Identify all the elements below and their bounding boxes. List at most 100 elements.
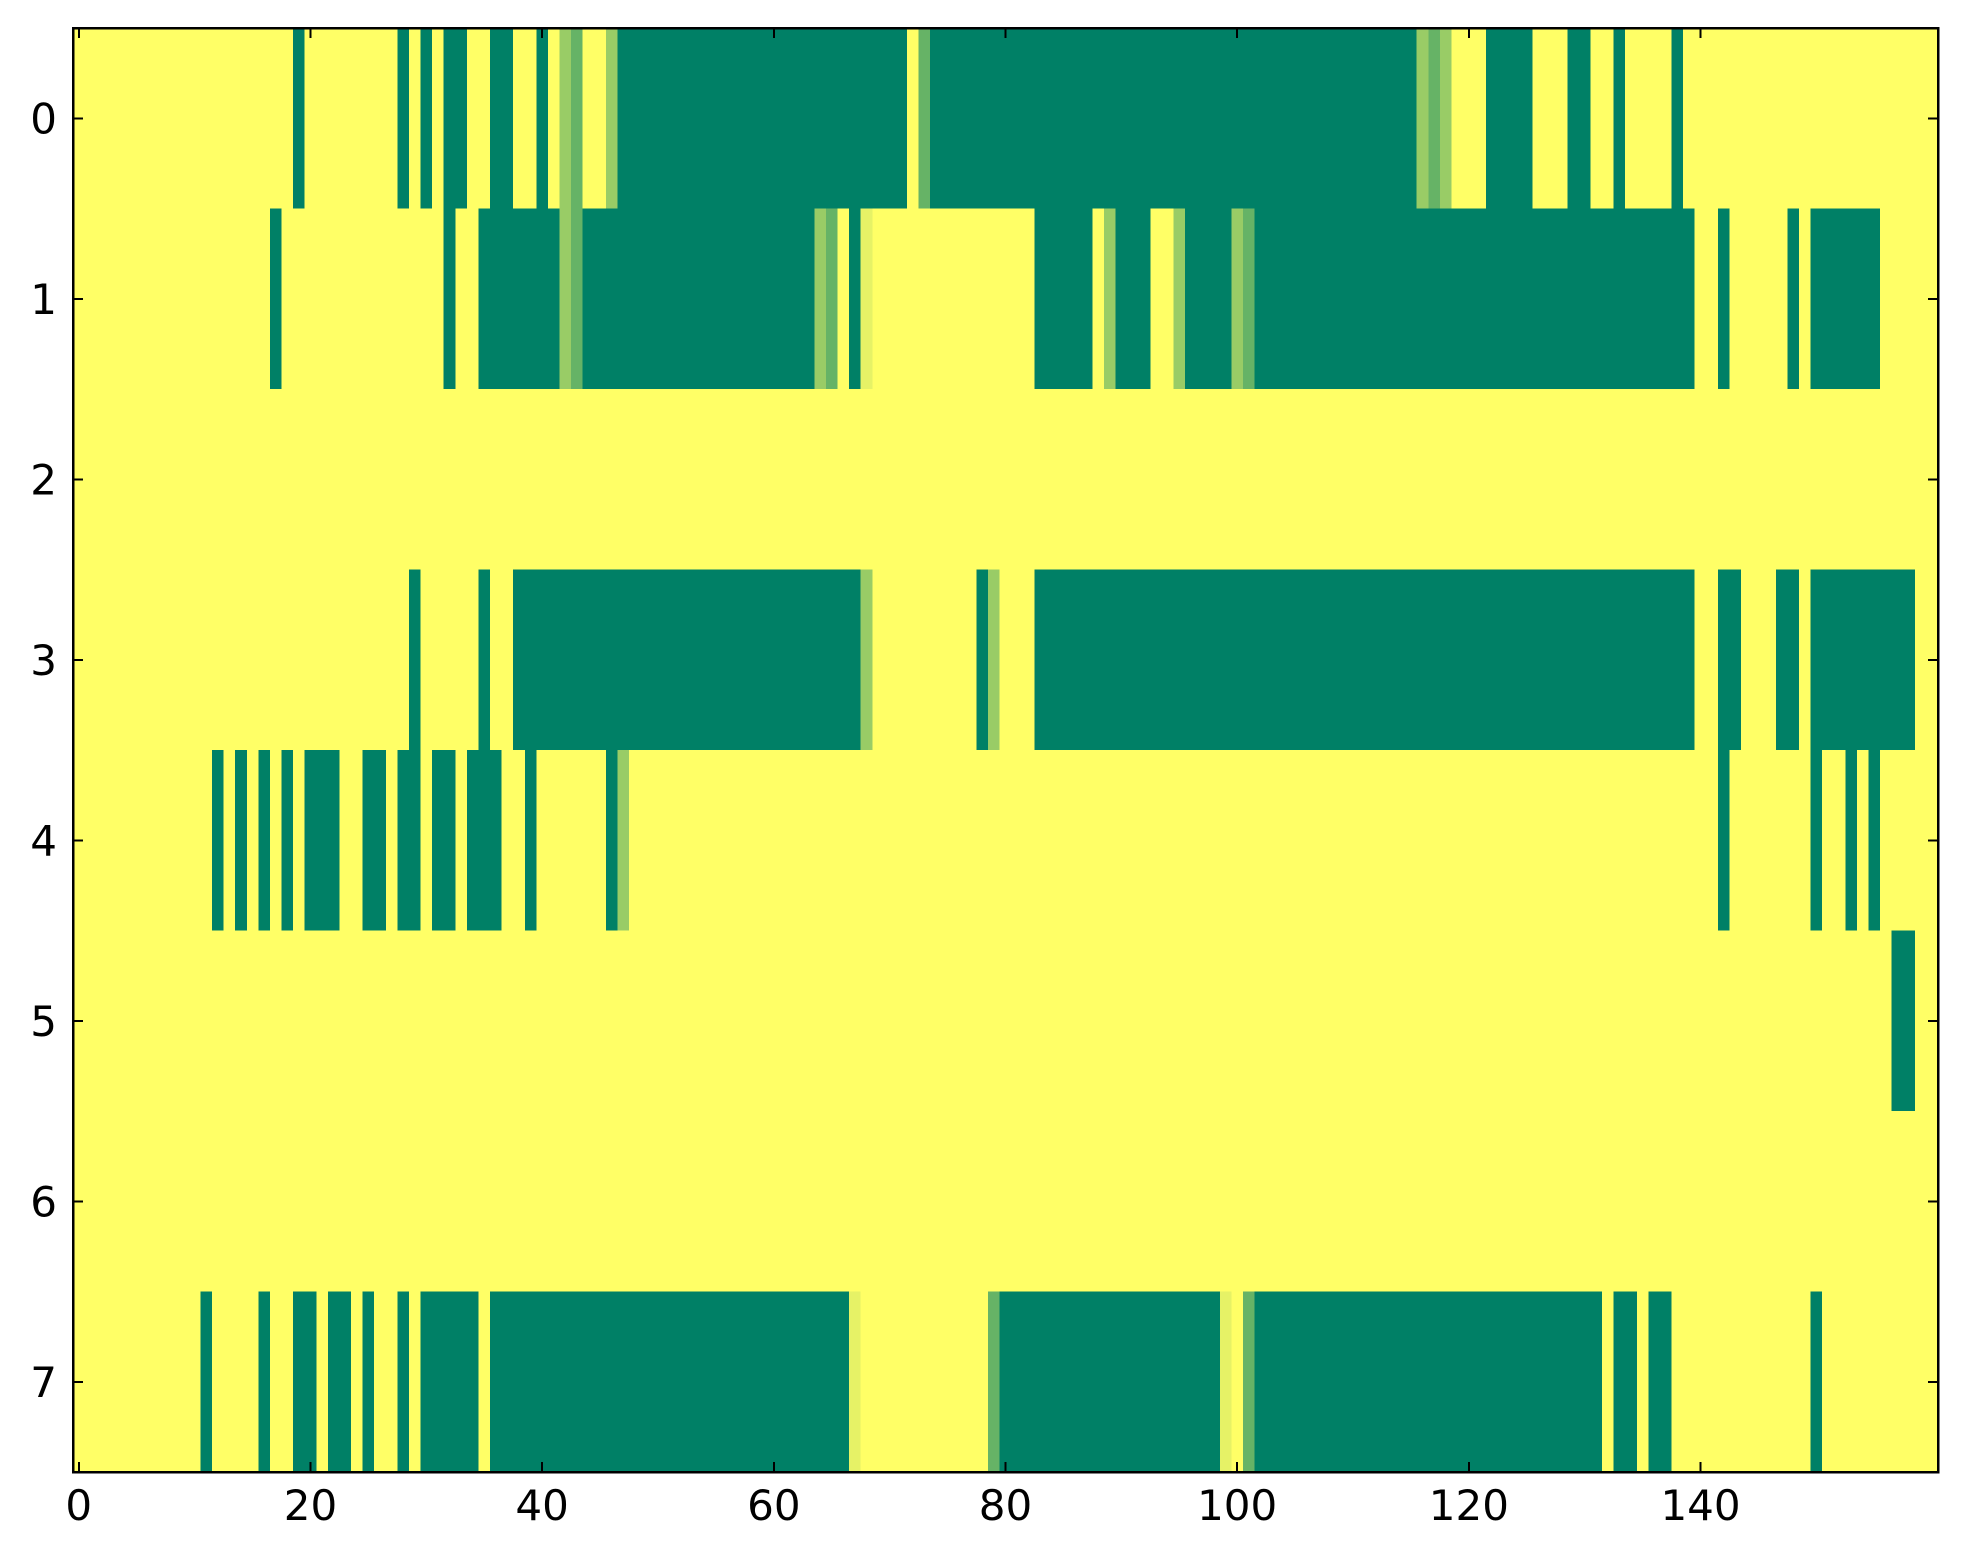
- cell: [316, 1291, 329, 1473]
- cell: [513, 389, 526, 571]
- cell: [1474, 389, 1487, 571]
- cell: [1393, 1291, 1406, 1473]
- cell: [1845, 569, 1858, 751]
- cell: [768, 28, 781, 210]
- cell: [1335, 930, 1348, 1112]
- cell: [605, 208, 619, 390]
- cell: [1822, 569, 1835, 751]
- cell: [1335, 1291, 1348, 1473]
- cell: [1497, 389, 1510, 571]
- cell: [1196, 208, 1209, 390]
- cell: [293, 389, 306, 571]
- cell: [710, 1291, 723, 1473]
- cell: [1347, 28, 1360, 210]
- cell: [721, 930, 734, 1112]
- cell: [1289, 750, 1302, 932]
- cell: [559, 389, 572, 571]
- cell: [652, 28, 665, 210]
- cell: [351, 389, 364, 571]
- cell: [1509, 389, 1522, 571]
- cell: [860, 1111, 873, 1293]
- cell: [1798, 208, 1812, 390]
- cell: [883, 208, 897, 390]
- cell: [941, 569, 954, 751]
- cell: [269, 1111, 283, 1293]
- cell: [165, 930, 178, 1112]
- cell: [408, 1111, 422, 1293]
- cell: [999, 569, 1012, 751]
- cell: [212, 1111, 225, 1293]
- cell: [1011, 389, 1024, 571]
- cell: [1231, 750, 1244, 932]
- cell: [1324, 1291, 1337, 1473]
- cell: [1185, 1111, 1198, 1293]
- cell: [200, 569, 213, 751]
- cell: [1370, 930, 1383, 1112]
- cell: [443, 930, 456, 1112]
- cell: [1034, 1111, 1047, 1293]
- cell: [1486, 389, 1499, 571]
- cell: [849, 569, 862, 751]
- cell: [281, 1291, 294, 1473]
- cell: [1057, 28, 1070, 210]
- cell: [1752, 930, 1765, 1112]
- cell: [1648, 569, 1661, 751]
- cell: [281, 569, 294, 751]
- cell: [663, 208, 676, 390]
- cell: [362, 208, 375, 390]
- cell: [907, 28, 920, 210]
- cell: [1092, 750, 1105, 932]
- cell: [293, 750, 306, 932]
- cell: [466, 750, 480, 932]
- cell: [1671, 1291, 1684, 1473]
- cell: [1578, 28, 1592, 210]
- cell: [1590, 1111, 1603, 1293]
- cell: [779, 28, 792, 210]
- cell: [1254, 750, 1267, 932]
- cell: [1903, 1111, 1916, 1293]
- cell: [918, 1111, 931, 1293]
- cell: [1903, 389, 1916, 571]
- cell: [1764, 1291, 1777, 1473]
- cell: [1277, 1111, 1290, 1293]
- cell: [721, 208, 734, 390]
- cell: [1057, 208, 1070, 390]
- cell: [802, 1291, 815, 1473]
- cell: [1868, 389, 1881, 571]
- cell: [107, 1291, 120, 1473]
- cell: [686, 569, 700, 751]
- cell: [640, 930, 653, 1112]
- cell: [547, 569, 561, 751]
- cell: [119, 1291, 132, 1473]
- cell: [1544, 569, 1557, 751]
- cell: [895, 930, 908, 1112]
- cell: [107, 930, 120, 1112]
- cell: [513, 1111, 526, 1293]
- cell: [1324, 750, 1337, 932]
- cell: [779, 1111, 792, 1293]
- cell: [1196, 930, 1209, 1112]
- cell: [246, 569, 259, 751]
- cell: [223, 208, 236, 390]
- cell: [1671, 28, 1684, 210]
- cell: [1636, 1111, 1650, 1293]
- cell: [374, 208, 387, 390]
- cell: [1022, 389, 1036, 571]
- cell: [1022, 208, 1036, 390]
- cell: [710, 28, 723, 210]
- cell: [374, 569, 387, 751]
- cell: [1636, 930, 1650, 1112]
- cell: [883, 569, 897, 751]
- cell: [1787, 208, 1800, 390]
- cell: [1011, 569, 1024, 751]
- cell: [200, 750, 213, 932]
- cell: [721, 1291, 734, 1473]
- cell: [223, 750, 236, 932]
- cell: [710, 569, 723, 751]
- cell: [1312, 569, 1325, 751]
- cell: [223, 930, 236, 1112]
- cell: [1625, 208, 1638, 390]
- cell: [1103, 389, 1117, 571]
- cell: [768, 569, 781, 751]
- cell: [1150, 28, 1163, 210]
